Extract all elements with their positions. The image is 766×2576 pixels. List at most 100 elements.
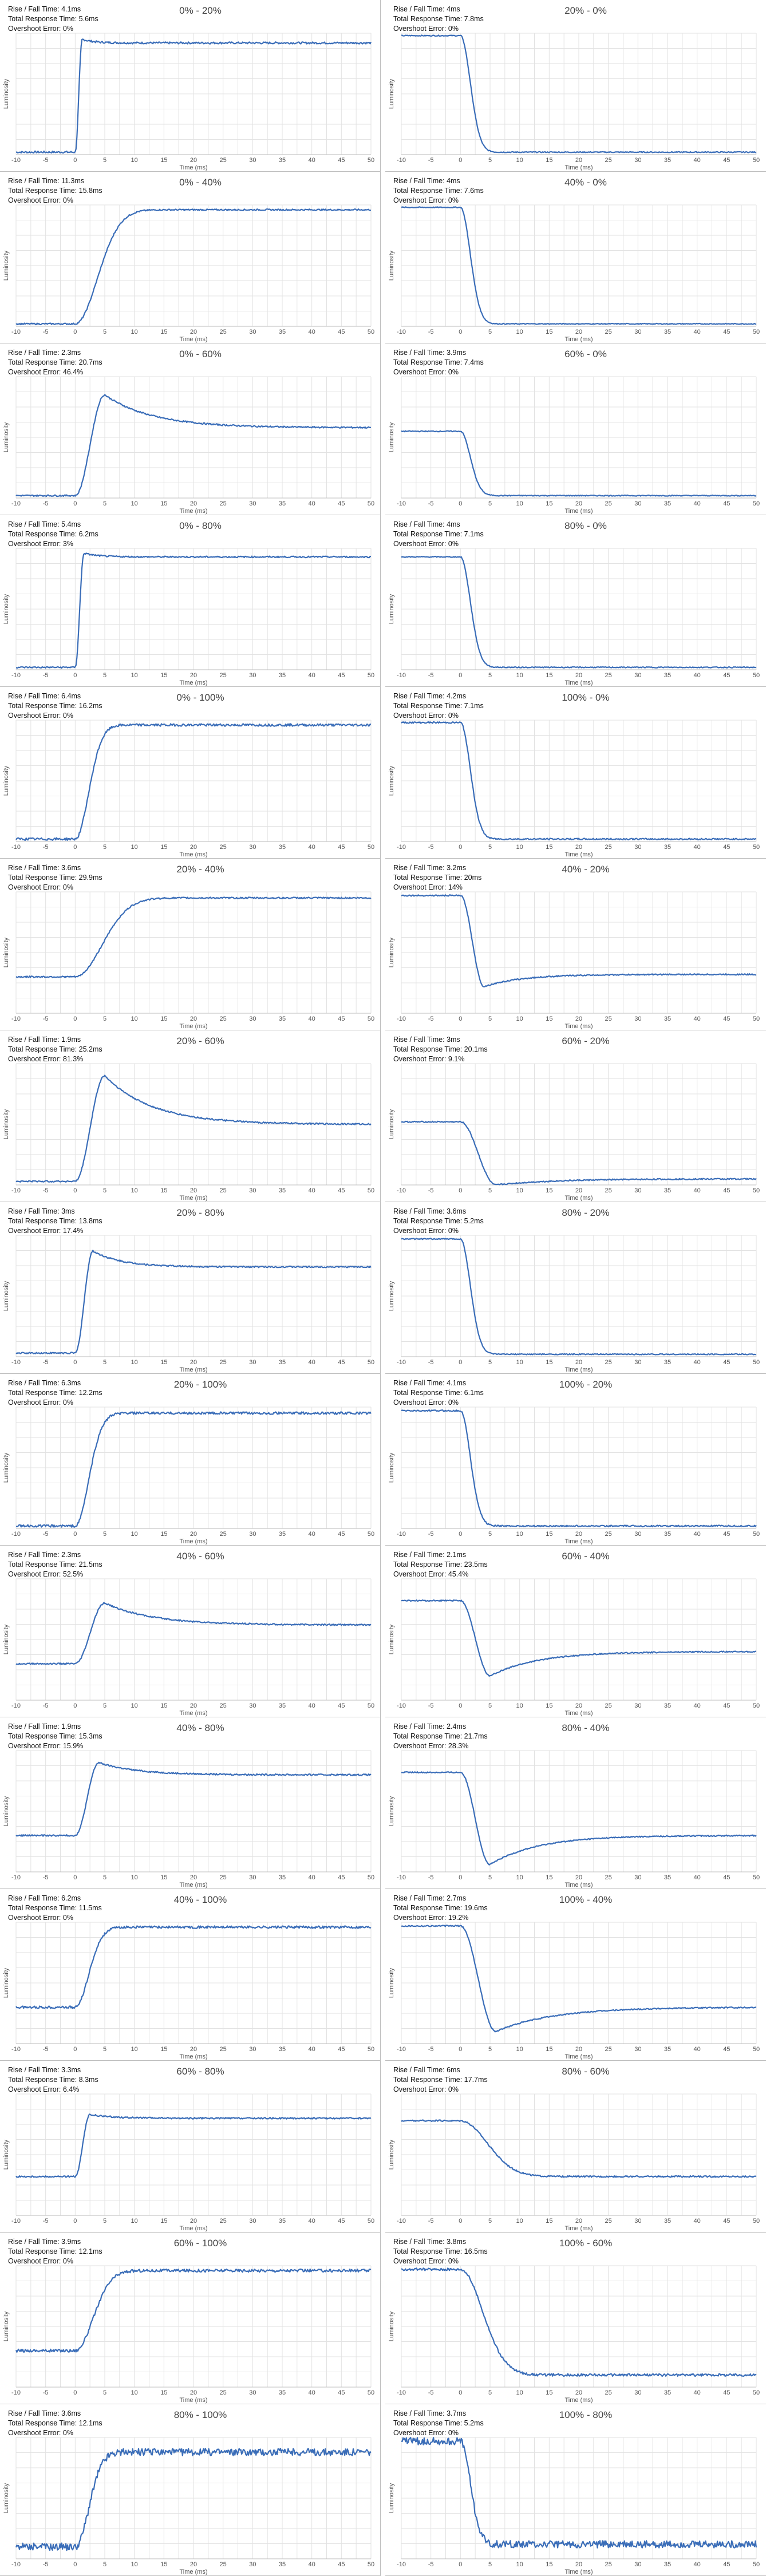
x-tick-label: 0 <box>73 844 77 851</box>
x-tick-label: -5 <box>43 1187 49 1194</box>
luminosity-series-line <box>401 555 757 669</box>
x-tick-label: 20 <box>575 1531 582 1538</box>
total-response-time-text: Total Response Time: 29.9ms <box>8 874 102 882</box>
luminosity-series-line <box>15 723 372 841</box>
chart-title: 40% - 100% <box>174 1894 227 1905</box>
x-tick-label: 40 <box>309 2389 315 2396</box>
chart-svg: Rise / Fall Time: 6.4ms Total Response Ti… <box>3 692 374 858</box>
chart-title: 0% - 60% <box>179 349 222 359</box>
x-tick-label: 15 <box>546 844 552 851</box>
y-axis-label: Luminosity <box>3 594 10 624</box>
x-tick-label: 35 <box>664 500 671 507</box>
x-tick-label: 0 <box>459 672 462 679</box>
luminosity-series-line <box>401 2119 757 2178</box>
rise-fall-time-text: Rise / Fall Time: 2.7ms <box>393 1894 466 1902</box>
x-axis-label: Time (ms) <box>179 1023 207 1030</box>
x-tick-label: 5 <box>103 157 106 164</box>
chart-panel: Rise / Fall Time: 2.7ms Total Response Ti… <box>385 1889 766 2061</box>
x-tick-label: 40 <box>694 844 701 851</box>
x-tick-label: 30 <box>249 2561 256 2568</box>
total-response-time-text: Total Response Time: 8.3ms <box>8 2076 98 2084</box>
x-tick-label: 10 <box>516 2218 523 2225</box>
x-tick-label: 40 <box>694 1531 701 1538</box>
chart-title: 60% - 80% <box>176 2066 224 2077</box>
x-tick-label: 50 <box>368 1187 374 1194</box>
y-axis-label: Luminosity <box>3 1452 10 1483</box>
chart-svg: Rise / Fall Time: 5.4ms Total Response Ti… <box>3 520 374 686</box>
rise-fall-time-text: Rise / Fall Time: 3.3ms <box>8 2066 81 2074</box>
total-response-time-text: Total Response Time: 13.8ms <box>8 1217 102 1225</box>
y-axis-label: Luminosity <box>3 78 10 109</box>
chart-panel: Rise / Fall Time: 4.1ms Total Response Ti… <box>0 0 381 172</box>
x-tick-label: 30 <box>634 1187 641 1194</box>
chart-title: 80% - 0% <box>564 520 607 531</box>
x-tick-label: 40 <box>309 1531 315 1538</box>
x-tick-label: 20 <box>190 672 197 679</box>
chart-title: 100% - 40% <box>559 1894 613 1905</box>
x-tick-label: 0 <box>459 329 462 335</box>
luminosity-series-line <box>15 38 372 154</box>
x-tick-label: 20 <box>190 500 197 507</box>
y-axis-label: Luminosity <box>3 1796 10 1826</box>
y-axis-label: Luminosity <box>3 765 10 796</box>
luminosity-series-line <box>401 34 757 153</box>
luminosity-series-line <box>401 2437 757 2549</box>
x-tick-label: -5 <box>43 329 49 335</box>
x-tick-label: 35 <box>279 1016 286 1022</box>
rise-fall-time-text: Rise / Fall Time: 3.8ms <box>393 2238 466 2246</box>
x-tick-label: -5 <box>43 1531 49 1538</box>
x-tick-label: -5 <box>428 844 434 851</box>
x-tick-label: 50 <box>753 1702 760 1709</box>
x-tick-label: 30 <box>634 2046 641 2053</box>
luminosity-series-line <box>401 206 757 325</box>
x-tick-label: 40 <box>694 157 701 164</box>
x-tick-label: 15 <box>160 329 167 335</box>
x-axis-label: Time (ms) <box>179 164 207 171</box>
chart-title: 0% - 80% <box>179 520 222 531</box>
luminosity-series-line <box>15 1411 372 1528</box>
y-axis-label: Luminosity <box>3 1624 10 1654</box>
x-tick-label: 45 <box>338 329 345 335</box>
chart-svg: Rise / Fall Time: 4.1ms Total Response Ti… <box>3 5 374 171</box>
chart-title: 20% - 0% <box>564 5 607 16</box>
x-tick-label: 10 <box>131 844 138 851</box>
luminosity-series-line <box>401 1120 757 1186</box>
x-tick-label: 25 <box>605 672 612 679</box>
chart-panel: Rise / Fall Time: 1.9ms Total Response Ti… <box>0 1717 381 1889</box>
x-tick-label: 40 <box>694 329 701 335</box>
chart-panel: Rise / Fall Time: 6.4ms Total Response Ti… <box>0 687 381 859</box>
x-tick-label: 45 <box>338 2218 345 2225</box>
x-tick-label: 10 <box>516 500 523 507</box>
chart-title: 40% - 60% <box>176 1551 224 1562</box>
chart-svg: Rise / Fall Time: 6.3ms Total Response Ti… <box>3 1379 374 1545</box>
x-tick-label: 15 <box>546 500 552 507</box>
total-response-time-text: Total Response Time: 16.5ms <box>393 2247 488 2255</box>
rise-fall-time-text: Rise / Fall Time: 3.6ms <box>8 2409 81 2417</box>
overshoot-error-text: Overshoot Error: 0% <box>8 25 73 33</box>
x-tick-label: 20 <box>190 2561 197 2568</box>
x-tick-label: 0 <box>73 2561 77 2568</box>
x-axis-label: Time (ms) <box>564 851 593 858</box>
x-tick-label: 40 <box>694 1359 701 1366</box>
x-tick-label: 50 <box>368 1702 374 1709</box>
x-tick-label: 45 <box>338 2046 345 2053</box>
x-tick-label: -10 <box>11 2389 21 2396</box>
overshoot-error-text: Overshoot Error: 0% <box>8 883 73 891</box>
overshoot-error-text: Overshoot Error: 45.4% <box>393 1570 468 1578</box>
y-axis-label: Luminosity <box>3 422 10 452</box>
x-tick-label: 45 <box>338 500 345 507</box>
chart-svg: Rise / Fall Time: 4ms Total Response Time… <box>388 520 760 686</box>
x-tick-label: 25 <box>220 672 227 679</box>
x-tick-label: 30 <box>249 844 256 851</box>
luminosity-series-line <box>401 894 757 987</box>
x-tick-label: 5 <box>103 2046 106 2053</box>
x-tick-label: 0 <box>73 1359 77 1366</box>
x-tick-label: 30 <box>634 1016 641 1022</box>
x-tick-label: -5 <box>428 2218 434 2225</box>
x-axis-label: Time (ms) <box>564 336 593 343</box>
x-tick-label: 15 <box>160 1874 167 1881</box>
x-tick-label: 5 <box>488 157 492 164</box>
x-tick-label: -10 <box>397 1359 406 1366</box>
x-tick-label: 5 <box>103 1016 106 1022</box>
